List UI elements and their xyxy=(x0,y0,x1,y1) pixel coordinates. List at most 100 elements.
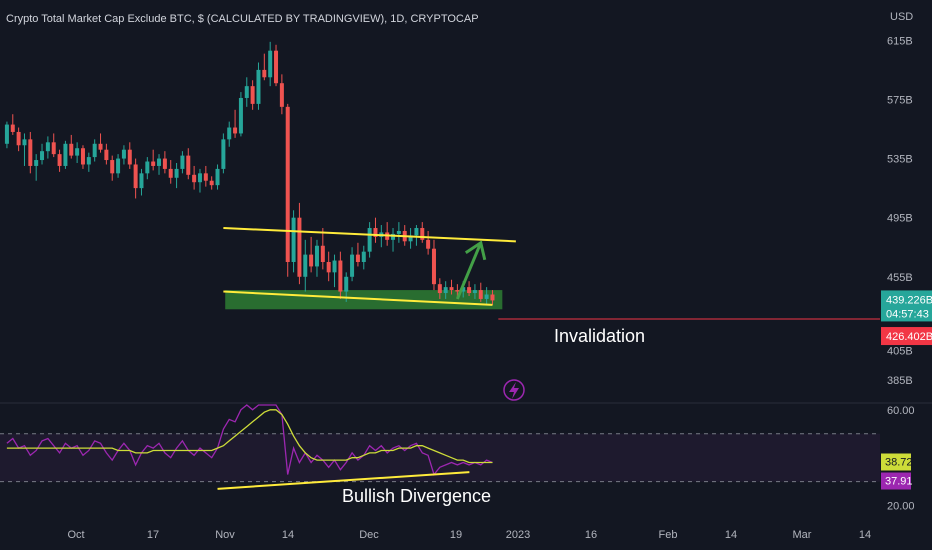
candle xyxy=(309,236,314,273)
candle xyxy=(86,152,91,172)
candle xyxy=(256,62,261,110)
candle-body xyxy=(45,142,50,152)
time-tick-label: Oct xyxy=(67,529,84,541)
candle-body xyxy=(121,149,126,159)
price-annotations: Invalidation xyxy=(223,227,880,346)
candle-body xyxy=(467,287,472,294)
candle-body xyxy=(192,174,197,183)
candle-body xyxy=(28,139,33,166)
candle xyxy=(490,290,495,305)
candle xyxy=(75,142,80,163)
invalidation-label: Invalidation xyxy=(554,326,645,346)
candle xyxy=(34,154,39,181)
rsi-tick-label: 60.00 xyxy=(887,405,915,417)
candle-body xyxy=(268,50,273,78)
candle xyxy=(314,239,319,277)
candle-body xyxy=(414,228,419,236)
time-axis[interactable]: Oct 17 Nov 14 Dec 19 2023 16 Feb 14 Mar 14 xyxy=(67,529,871,541)
price-tick-label: 615B xyxy=(887,35,913,47)
candle xyxy=(350,247,355,282)
candle xyxy=(174,162,179,189)
candle-body xyxy=(69,143,74,156)
candle-body xyxy=(355,254,360,263)
candle xyxy=(274,44,279,87)
rsi-tick-label: 20.00 xyxy=(887,501,915,513)
candle-body xyxy=(22,139,27,146)
candle-body xyxy=(233,127,238,134)
candle-body xyxy=(209,180,214,186)
time-tick-label: Nov xyxy=(215,529,235,541)
candle-body xyxy=(291,217,296,263)
candle xyxy=(361,245,366,270)
candle xyxy=(437,278,442,299)
candle-body xyxy=(98,143,103,150)
candle xyxy=(320,228,325,270)
candle-body xyxy=(420,228,425,240)
candle xyxy=(478,282,483,302)
candle-body xyxy=(75,148,80,156)
candle xyxy=(472,284,477,299)
candle-body xyxy=(344,276,349,292)
candle xyxy=(268,41,273,87)
candle-body xyxy=(262,69,267,78)
candle xyxy=(291,210,296,273)
price-axis[interactable]: 615B 575B 535B 495B 455B 405B 385B 439.226B 04:5… xyxy=(881,35,932,387)
bullish-divergence-label: Bullish Divergence xyxy=(342,486,491,506)
lower-support-trendline xyxy=(223,290,493,306)
candle-body xyxy=(314,245,319,267)
candle-body xyxy=(472,290,477,294)
candle-body xyxy=(16,131,21,146)
candle-body xyxy=(303,254,308,277)
candle-body xyxy=(145,161,150,174)
candle xyxy=(396,222,401,243)
rsi-pane[interactable]: Bullish Divergence xyxy=(0,404,880,506)
candle xyxy=(116,154,121,178)
candle xyxy=(467,281,472,296)
candle xyxy=(297,202,302,285)
candle xyxy=(303,239,308,292)
candle xyxy=(45,136,50,159)
candle-body xyxy=(92,143,97,158)
price-pane[interactable]: Invalidation xyxy=(4,41,880,346)
candle-body xyxy=(391,233,396,240)
invalidation-price-badge xyxy=(881,327,932,346)
candle-body xyxy=(297,217,302,277)
rsi-axis[interactable]: 60.00 20.00 38.72 37.91 xyxy=(881,405,915,513)
candle-body xyxy=(326,262,331,273)
time-tick-label: 14 xyxy=(859,529,871,541)
candle-body xyxy=(350,254,355,277)
candle xyxy=(63,140,68,169)
candle-body xyxy=(332,260,337,273)
time-tick-label: Feb xyxy=(659,529,678,541)
alert-lightning-icon[interactable] xyxy=(503,379,525,401)
candle xyxy=(57,149,62,172)
candle xyxy=(326,251,331,282)
candle xyxy=(391,228,396,252)
candle-body xyxy=(80,148,85,165)
breakout-arrow-shaft xyxy=(455,242,483,300)
candle-body xyxy=(157,158,162,166)
candles-group xyxy=(4,41,503,310)
candle xyxy=(414,225,419,246)
candle-body xyxy=(215,168,220,186)
rsi-ma-series-line xyxy=(6,409,493,464)
candle xyxy=(367,222,372,258)
candle xyxy=(10,114,15,135)
candle-body xyxy=(203,173,208,181)
candle xyxy=(16,127,21,152)
rsi-ma-badge xyxy=(881,453,911,471)
price-tick-label: 405B xyxy=(887,346,913,358)
time-tick-label: 14 xyxy=(282,529,294,541)
candle xyxy=(443,281,448,299)
candle-body xyxy=(110,160,115,174)
candle xyxy=(4,121,9,149)
candle xyxy=(22,133,27,166)
candle-body xyxy=(478,290,483,299)
candle xyxy=(484,287,489,305)
price-tick-label: 385B xyxy=(887,375,913,387)
candle-body xyxy=(455,290,460,292)
price-tick-label: 535B xyxy=(887,154,913,166)
candle xyxy=(209,176,214,190)
candle-body xyxy=(279,83,284,107)
